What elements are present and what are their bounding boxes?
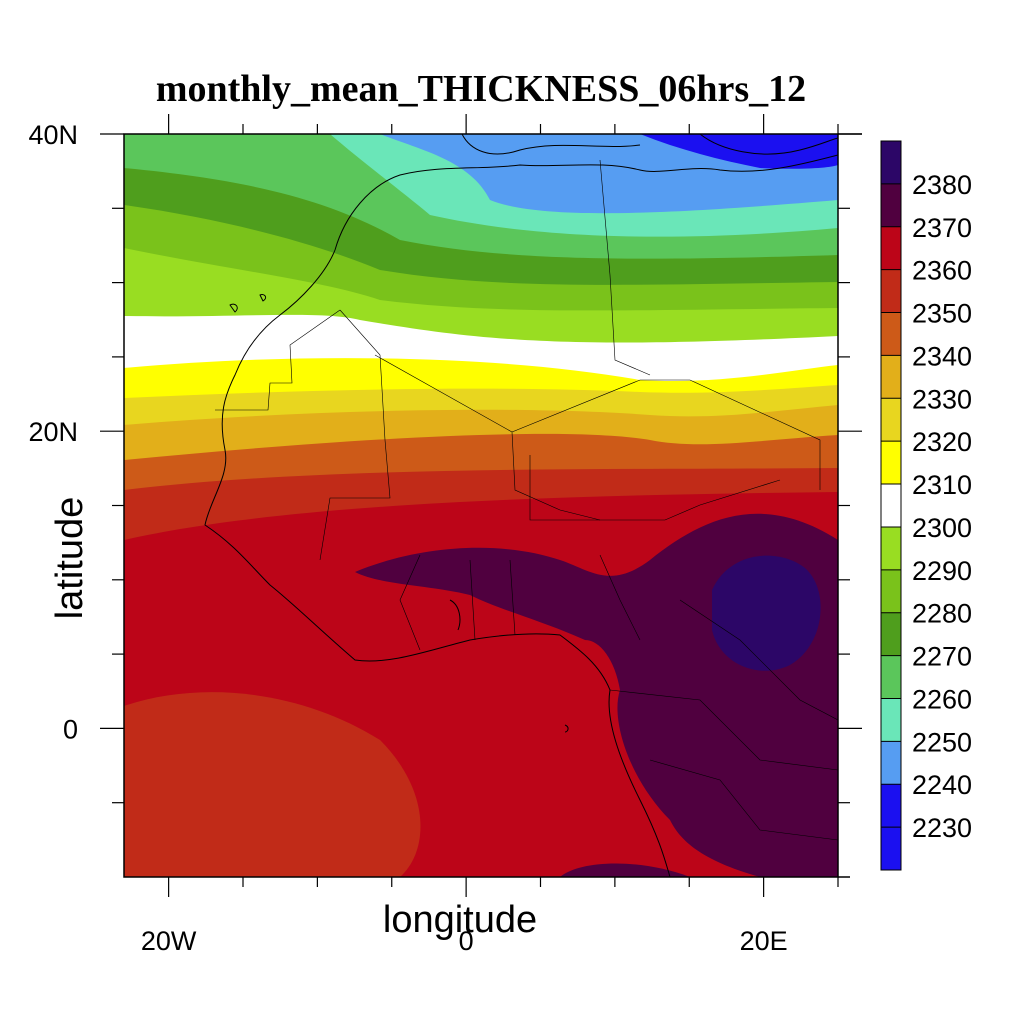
y-tick-label: 0 [63,714,78,744]
y-tick-labels: 40N 20N 0 [28,120,78,744]
colorbar-box [881,355,901,399]
colorbar: 2380 2370 2360 2350 2340 2330 2320 2310 2300 2290… [880,140,972,871]
colorbar-box [881,741,901,785]
colorbar-box [881,827,901,870]
colorbar-box [881,269,901,313]
filled-contours [124,134,838,877]
colorbar-label: 2310 [912,470,972,500]
y-tick-label: 40N [28,120,78,150]
y-tick-label: 20N [28,417,78,447]
contour-band-2390-core [712,555,821,671]
colorbar-label: 2330 [912,384,972,414]
colorbar-box [881,484,901,527]
colorbar-box [881,141,901,184]
contour-band-2380-south [560,863,690,877]
canary-islands [229,294,267,313]
colorbar-label: 2300 [912,513,972,543]
colorbar-label: 2370 [912,213,972,243]
y-axis-title: latitude [49,497,91,620]
colorbar-box [881,526,901,570]
x-tick-label: 20E [740,926,788,956]
x-tick-labels: 20W 0 20E [141,926,788,956]
contour-band-2370-sw [124,692,421,877]
colorbar-box [881,183,901,227]
africa-coastline [204,154,838,877]
colorbar-frame [880,140,902,871]
colorbar-label: 2240 [912,770,972,800]
colorbar-label: 2260 [912,684,972,714]
colorbar-label: 2270 [912,642,972,672]
country-borders [215,159,838,841]
colorbar-label: 2280 [912,599,972,629]
colorbar-label: 2360 [912,256,972,286]
iberia-coast [461,134,838,155]
colorbar-box [881,398,901,442]
x-tick-label: 20W [141,926,197,956]
colorbar-label: 2320 [912,427,972,457]
colorbar-label: 2230 [912,813,972,843]
colorbar-label: 2290 [912,556,972,586]
colorbar-label: 2350 [912,299,972,329]
colorbar-box [881,698,901,742]
colorbar-label: 2340 [912,341,972,371]
map-title: monthly_mean_THICKNESS_06hrs_12 [156,68,806,110]
colorbar-box [881,784,901,828]
colorbar-label: 2250 [912,727,972,757]
colorbar-box [881,569,901,613]
colorbar-box [881,441,901,485]
colorbar-box [881,612,901,656]
colorbar-box [881,655,901,699]
axis-ticks [100,114,862,897]
coastlines [204,134,838,877]
colorbar-box [881,312,901,356]
colorbar-label: 2380 [912,170,972,200]
x-tick-label: 0 [459,926,474,956]
colorbar-box [881,226,901,270]
x-axis-title: longitude [383,899,537,941]
gulf-islands [449,599,569,733]
